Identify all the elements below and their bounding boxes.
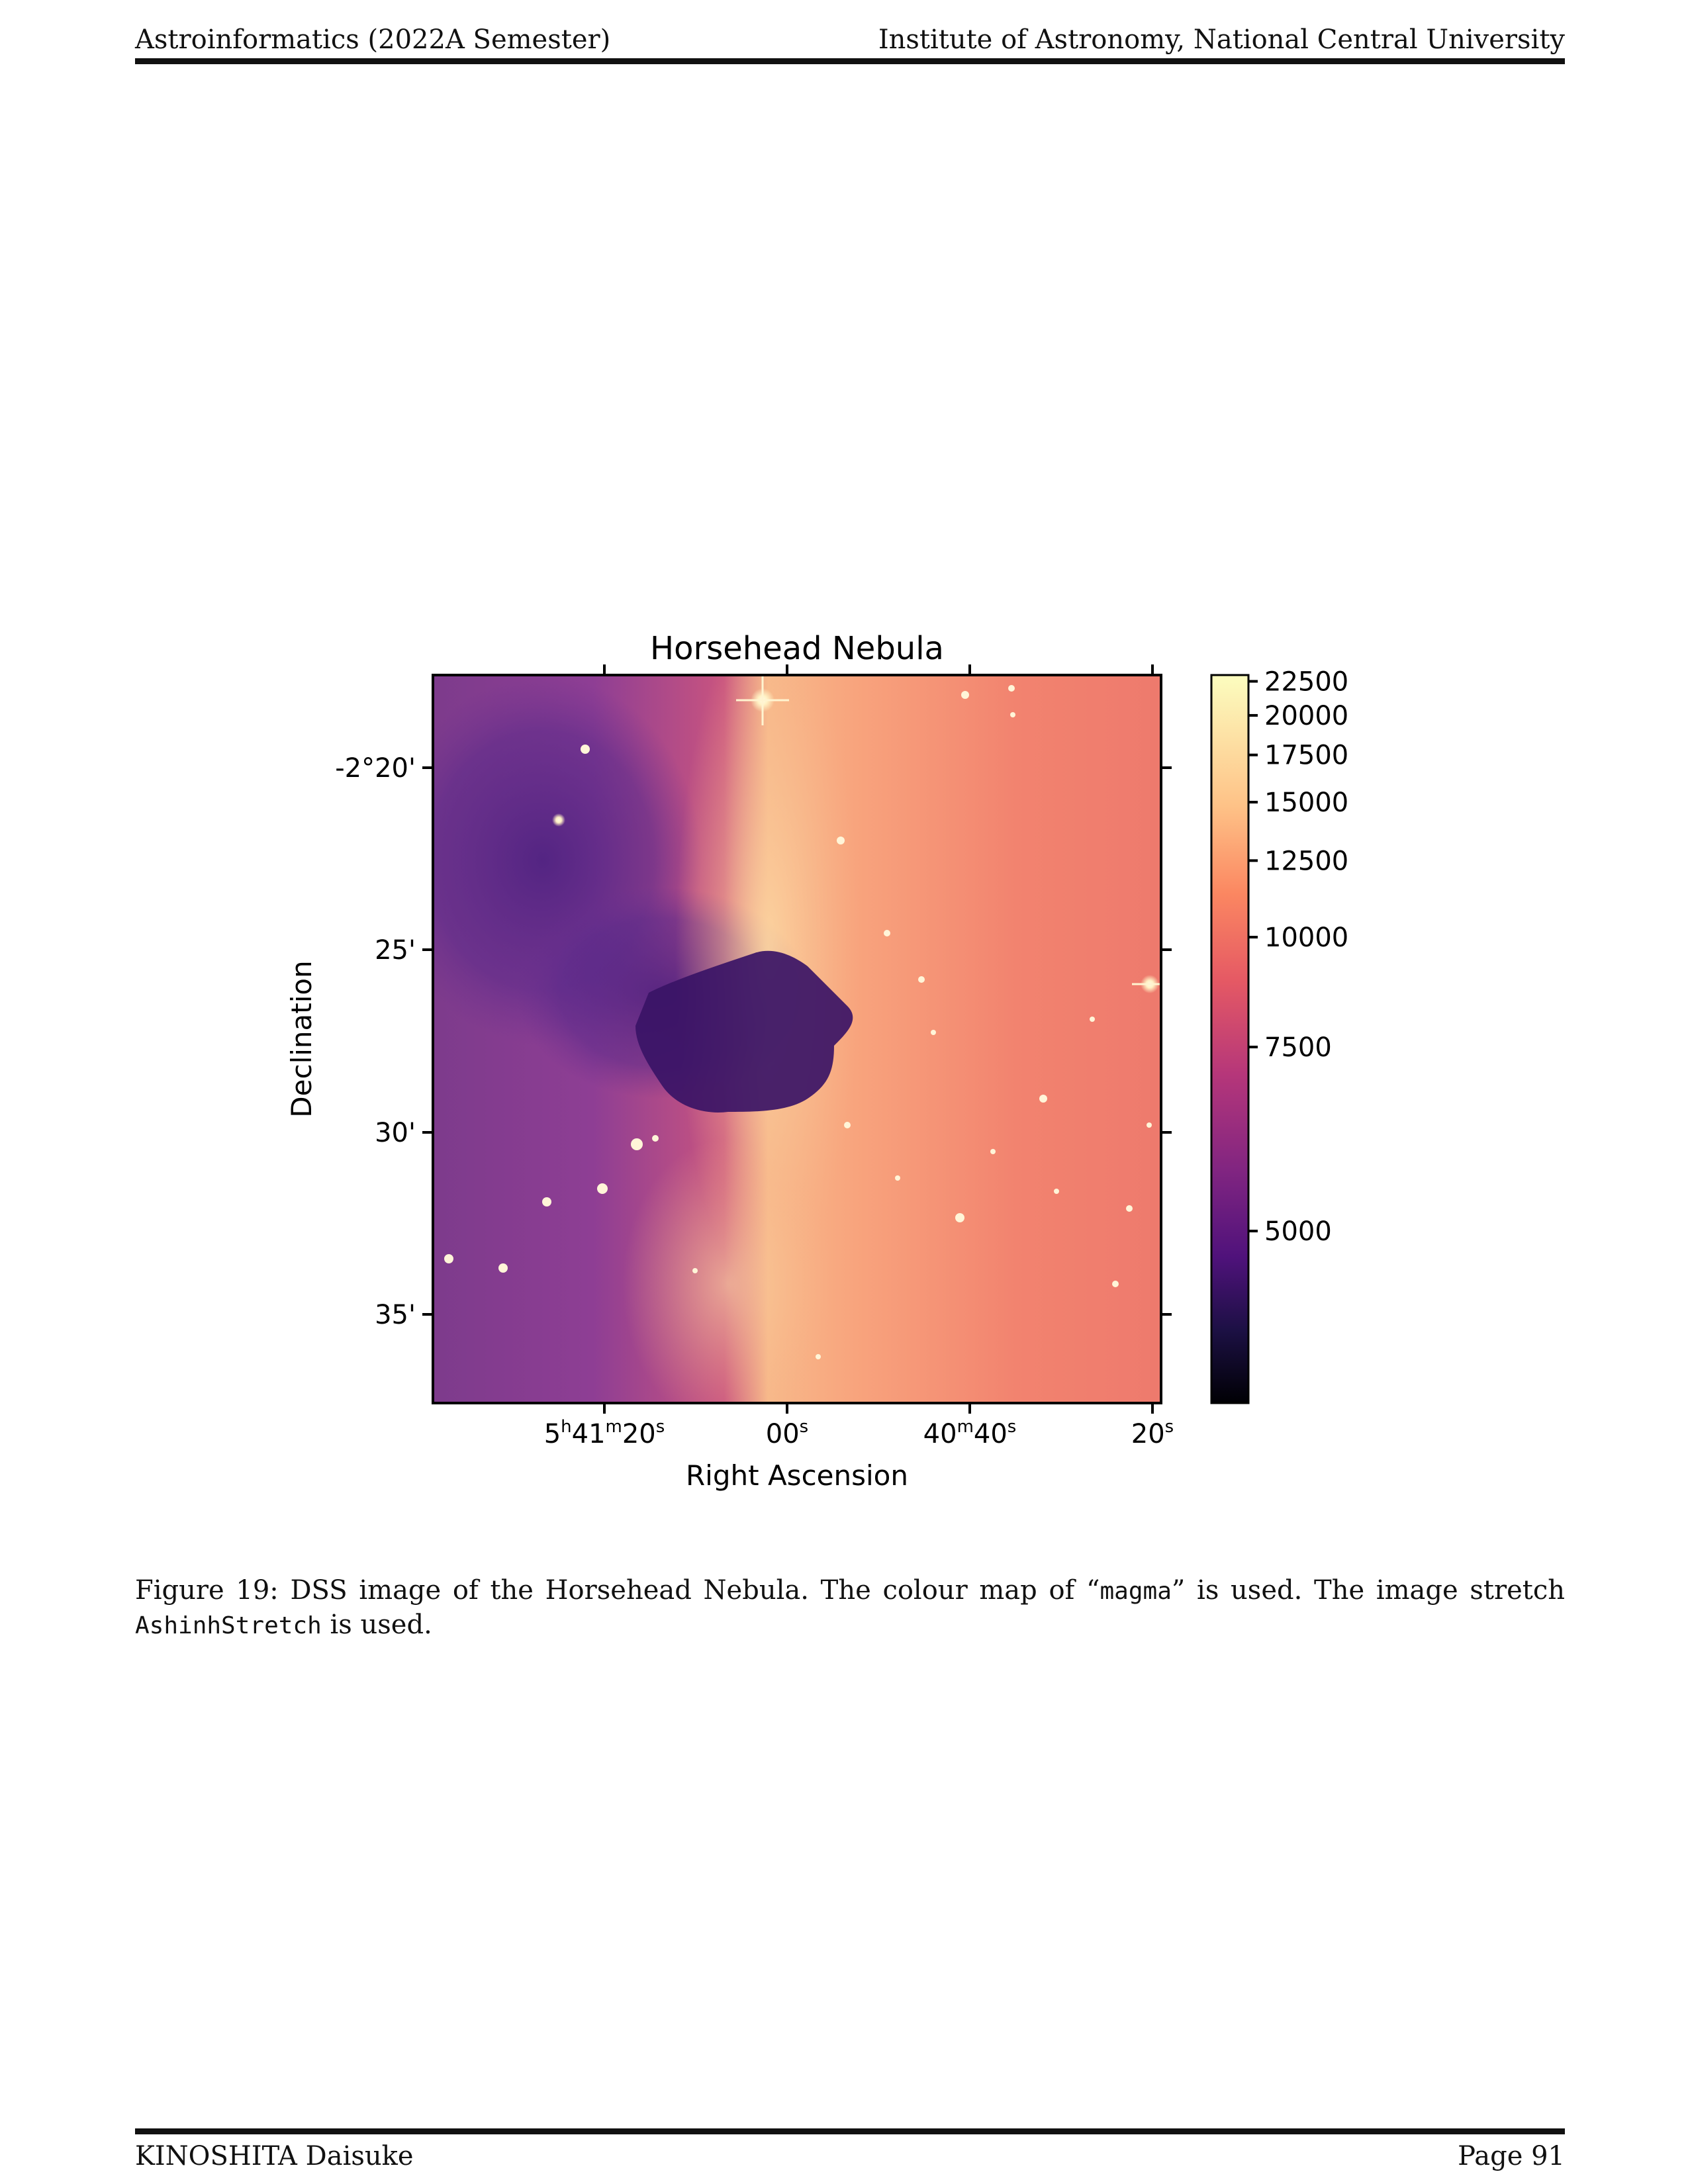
plot-title: Horsehead Nebula	[650, 630, 944, 667]
stars	[444, 675, 1161, 1359]
caption-prefix: Figure 19: DSS image of the Horsehead Ne…	[135, 1575, 1100, 1606]
footer-page-number: Page 91	[1458, 2141, 1565, 2171]
figure-svg: Horsehead Nebula	[285, 630, 1348, 1492]
y-axis-label: Declination	[285, 960, 318, 1117]
colorbar-tick-label: 15000	[1264, 788, 1348, 818]
colorbar-tick-label: 5000	[1264, 1216, 1332, 1247]
horsehead-silhouette	[635, 950, 853, 1113]
caption-stretch-name: AshinhStretch	[135, 1612, 322, 1639]
x-tick-marks	[603, 664, 1154, 1414]
y-tick-label-4: 35'	[375, 1300, 416, 1330]
nebula-image	[433, 675, 1161, 1403]
x-axis-label: Right Ascension	[686, 1459, 908, 1492]
footer-rule	[135, 2128, 1565, 2134]
colorbar-tick-label: 20000	[1264, 701, 1348, 731]
header-institute: Institute of Astronomy, National Central…	[878, 24, 1565, 55]
caption-middle: ” is used. The image stretch	[1171, 1575, 1566, 1606]
colorbar-frame	[1210, 674, 1250, 1404]
figure-caption: Figure 19: DSS image of the Horsehead Ne…	[135, 1574, 1565, 1643]
y-tick-marks	[422, 766, 1172, 1316]
y-tick-label-1: -2°20'	[335, 753, 416, 784]
image-frame	[432, 674, 1162, 1404]
x-tick-label-1: 5h41m20s	[544, 1417, 665, 1449]
x-tick-labels: 5h41m20s 00s 40m40s 20s	[544, 1417, 1174, 1449]
x-tick-label-4: 20s	[1131, 1417, 1174, 1449]
colorbar-tick-label: 12500	[1264, 846, 1348, 876]
colorbar: 22500 20000 17500 15000 12500 10000 7500 5000	[1210, 666, 1348, 1404]
colorbar-tick-label: 22500	[1264, 666, 1348, 697]
y-tick-label-3: 30'	[375, 1118, 416, 1148]
x-tick-label-2: 00s	[766, 1417, 808, 1449]
colorbar-tick-label: 17500	[1264, 741, 1348, 771]
x-tick-label-3: 40m40s	[923, 1417, 1017, 1449]
caption-suffix: is used.	[321, 1610, 432, 1640]
figure-horsehead: Horsehead Nebula	[265, 622, 1390, 1509]
header-course-title: Astroinformatics (2022A Semester)	[135, 24, 611, 55]
caption-colormap-name: magma	[1100, 1578, 1172, 1605]
colorbar-gradient	[1211, 675, 1248, 1403]
colorbar-ticks: 22500 20000 17500 15000 12500 10000 7500 5000	[1248, 666, 1348, 1247]
header-rule	[135, 58, 1565, 64]
colorbar-tick-label: 10000	[1264, 923, 1348, 953]
y-tick-labels: -2°20' 25' 30' 35'	[335, 753, 416, 1330]
footer-author: KINOSHITA Daisuke	[135, 2141, 414, 2171]
colorbar-tick-label: 7500	[1264, 1032, 1332, 1063]
y-tick-label-2: 25'	[375, 935, 416, 966]
